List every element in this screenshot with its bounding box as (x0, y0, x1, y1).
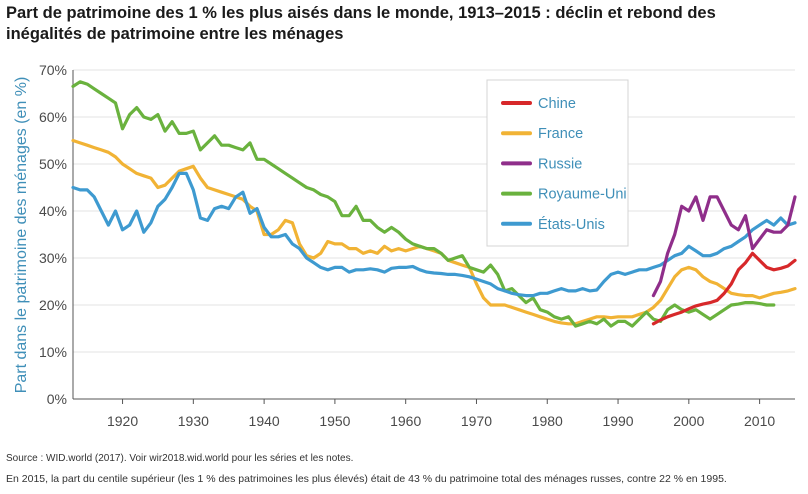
y-tick-label: 10% (39, 344, 67, 360)
y-tick-label: 60% (39, 109, 67, 125)
x-tick-label: 1990 (602, 413, 633, 429)
series-line-france (71, 138, 797, 326)
y-tick-label: 20% (39, 297, 67, 313)
x-tick-label: 1920 (107, 413, 138, 429)
legend: Chine France Russie Royaume-Uni États-Unis (486, 79, 629, 247)
x-tick-label: 2010 (744, 413, 775, 429)
y-tick-label: 50% (39, 156, 67, 172)
legend-label: France (538, 126, 583, 142)
x-tick-label: 1970 (461, 413, 492, 429)
series-lines (71, 80, 797, 328)
y-axis: 0% 10% 20% 30% 40% 50% 60% 70% (39, 62, 74, 407)
series-line-chine (651, 251, 797, 326)
footnote: En 2015, la part du centile supérieur (l… (6, 473, 727, 485)
x-axis: 1920 1930 1940 1950 1960 1970 1980 1990 2000 2010 (73, 398, 795, 429)
chart-title: Part de patrimoine des 1 % les plus aisé… (6, 4, 716, 43)
x-tick-label: 2000 (673, 413, 704, 429)
y-tick-label: 0% (47, 391, 67, 407)
series-line--tats-unis (71, 171, 797, 298)
y-tick-label: 30% (39, 250, 67, 266)
series-line-russie (651, 195, 797, 298)
legend-label: États-Unis (538, 216, 605, 233)
x-tick-label: 1930 (178, 413, 209, 429)
x-tick-label: 1980 (532, 413, 563, 429)
x-tick-label: 1960 (390, 413, 421, 429)
legend-label: Russie (538, 156, 582, 172)
y-tick-label: 40% (39, 203, 67, 219)
y-axis-label: Part dans le patrimoine des ménages (en … (13, 77, 30, 394)
legend-label: Chine (538, 96, 576, 112)
source-note: Source : WID.world (2017). Voir wir2018.… (6, 453, 354, 464)
line-chart: 1920 1930 1940 1950 1960 1970 1980 1990 2000 2010… (13, 62, 797, 429)
x-tick-label: 1940 (249, 413, 280, 429)
legend-label: Royaume-Uni (538, 187, 627, 203)
y-tick-label: 70% (39, 62, 67, 78)
x-tick-label: 1950 (319, 413, 350, 429)
